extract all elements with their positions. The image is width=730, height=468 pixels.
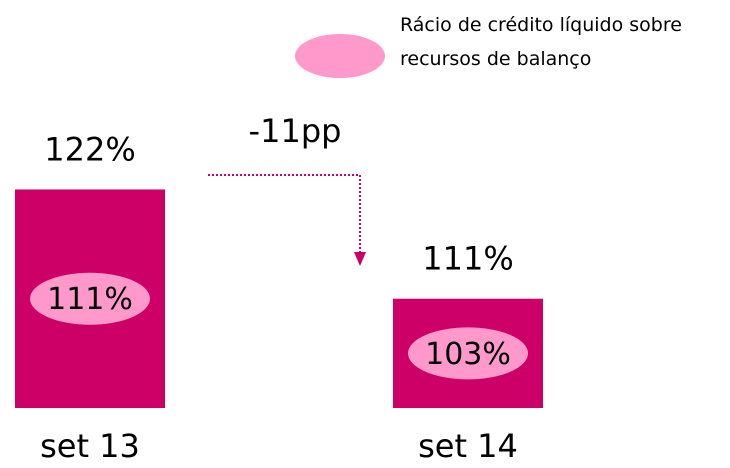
value-label: 111% [422, 240, 513, 278]
ratio-marker [30, 272, 150, 325]
ratio-label: 103% [425, 337, 511, 372]
ratio-marker [408, 327, 528, 380]
legend-label: Rácio de crédito líquido sobre recursos … [400, 14, 682, 70]
x-tick-label: set 13 [40, 427, 140, 465]
annotation: -11pp [249, 112, 342, 150]
value-label: 122% [44, 130, 135, 168]
legend-swatch [295, 34, 385, 78]
arrow-head [354, 252, 366, 266]
ratio-label: 111% [47, 282, 133, 317]
x-tick-label: set 14 [418, 427, 518, 465]
change-arrow [208, 174, 361, 252]
